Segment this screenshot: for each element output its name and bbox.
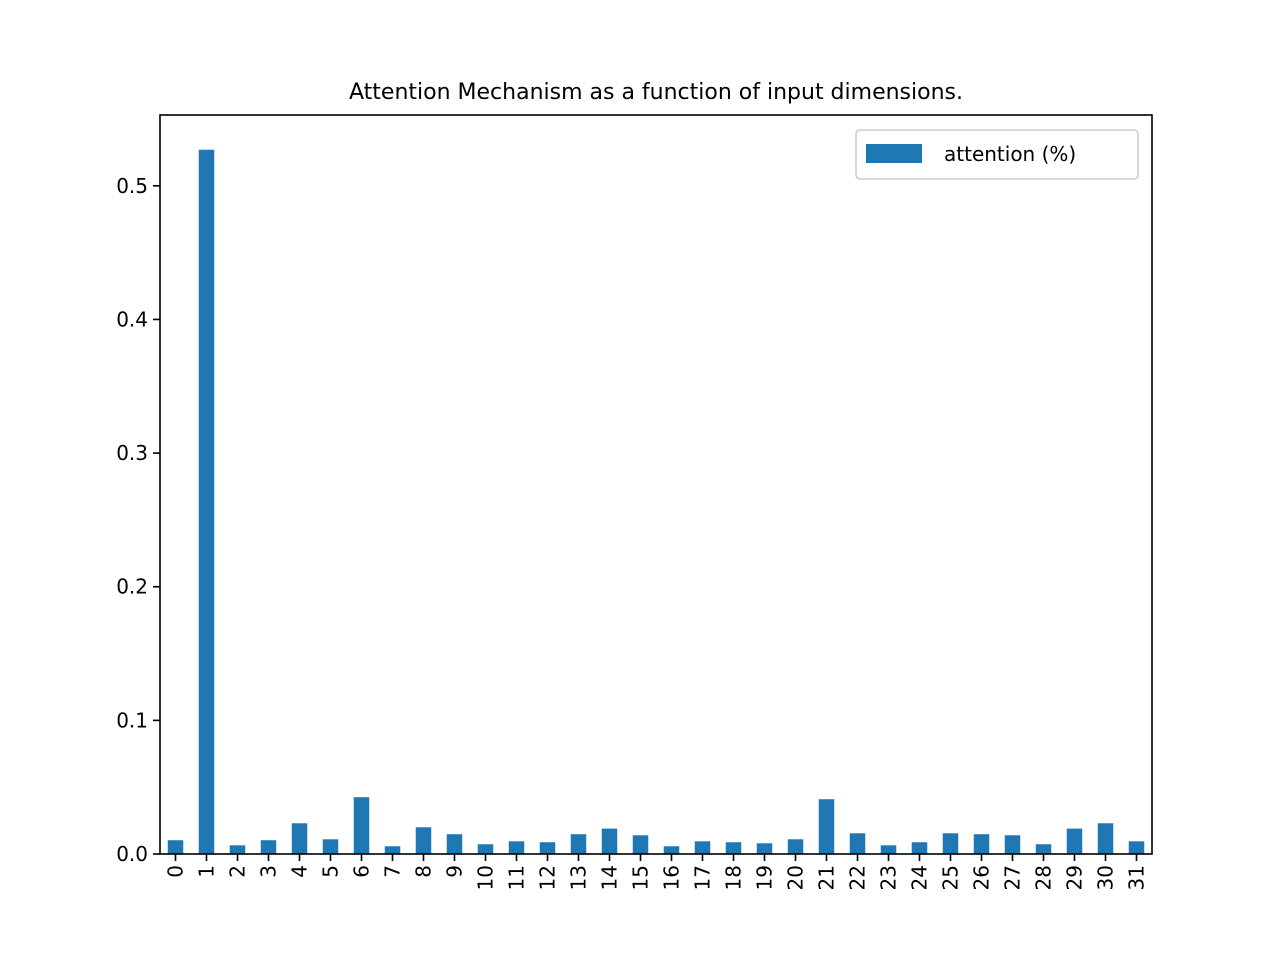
y-tick-label: 0.5 bbox=[116, 174, 148, 198]
x-tick-label: 30 bbox=[1094, 865, 1118, 890]
bar-0 bbox=[167, 840, 184, 854]
bar-19 bbox=[756, 843, 773, 854]
bar-24 bbox=[911, 842, 928, 854]
bar-8 bbox=[415, 827, 432, 854]
x-tick-label: 12 bbox=[536, 865, 560, 890]
bar-21 bbox=[818, 799, 835, 854]
x-tick-label: 3 bbox=[257, 865, 281, 878]
x-tick-label: 17 bbox=[691, 865, 715, 890]
bar-18 bbox=[725, 842, 742, 854]
y-axis: 0.0 0.1 0.2 0.3 0.4 0.5 bbox=[116, 174, 160, 866]
bar-10 bbox=[477, 844, 494, 854]
bar-23 bbox=[880, 845, 897, 854]
x-tick-label: 11 bbox=[505, 865, 529, 890]
bar-14 bbox=[601, 828, 618, 854]
bar-1 bbox=[198, 149, 215, 855]
bar-29 bbox=[1066, 828, 1083, 854]
x-tick-label: 18 bbox=[722, 865, 746, 890]
x-tick-label: 15 bbox=[629, 865, 653, 890]
x-tick-label: 2 bbox=[226, 865, 250, 878]
x-tick-label: 19 bbox=[753, 865, 777, 890]
bar-12 bbox=[539, 842, 556, 854]
legend-label: attention (%) bbox=[944, 142, 1076, 166]
x-tick-label: 14 bbox=[598, 865, 622, 890]
bar-5 bbox=[322, 839, 339, 854]
bar-2 bbox=[229, 845, 246, 854]
plot-frame bbox=[159, 114, 1153, 855]
x-tick-label: 5 bbox=[319, 865, 343, 878]
y-tick-label: 0.3 bbox=[116, 441, 148, 465]
x-tick-label: 29 bbox=[1063, 865, 1087, 890]
bar-30 bbox=[1097, 823, 1114, 854]
y-tick-label: 0.4 bbox=[116, 307, 148, 331]
bar-16 bbox=[663, 846, 680, 854]
legend: attention (%) bbox=[855, 129, 1139, 180]
bar-25 bbox=[942, 833, 959, 854]
bar-26 bbox=[973, 834, 990, 854]
x-tick-label: 27 bbox=[1001, 865, 1025, 890]
chart-title: Attention Mechanism as a function of inp… bbox=[349, 80, 963, 105]
bar-7 bbox=[384, 846, 401, 854]
bar-17 bbox=[694, 841, 711, 854]
y-tick-label: 0.2 bbox=[116, 575, 148, 599]
x-tick-label: 31 bbox=[1125, 865, 1149, 890]
y-tick-label: 0.1 bbox=[116, 708, 148, 732]
x-axis: 0 1 2 3 4 5 6 7 8 9 10 11 12 13 14 15 16 17 18 19 20 21 22 23 24… bbox=[164, 854, 1149, 890]
x-tick-label: 10 bbox=[474, 865, 498, 890]
legend-swatch bbox=[866, 144, 922, 163]
x-tick-label: 4 bbox=[288, 865, 312, 878]
x-tick-label: 8 bbox=[412, 865, 436, 878]
x-tick-label: 23 bbox=[877, 865, 901, 890]
x-tick-label: 22 bbox=[846, 865, 870, 890]
x-tick-label: 1 bbox=[195, 865, 219, 878]
y-tick-label: 0.0 bbox=[116, 842, 148, 866]
x-tick-label: 16 bbox=[660, 865, 684, 890]
bar-31 bbox=[1128, 841, 1145, 854]
bar-28 bbox=[1035, 844, 1052, 854]
legend-box bbox=[855, 129, 1139, 180]
x-tick-label: 21 bbox=[815, 865, 839, 890]
x-tick-label: 20 bbox=[784, 865, 808, 890]
bar-13 bbox=[570, 834, 587, 854]
bar-15 bbox=[632, 835, 649, 854]
bar-11 bbox=[508, 841, 525, 854]
x-tick-label: 28 bbox=[1032, 865, 1056, 890]
bar-6 bbox=[353, 797, 370, 854]
bar-22 bbox=[849, 833, 866, 854]
x-tick-label: 13 bbox=[567, 865, 591, 890]
bar-27 bbox=[1004, 835, 1021, 854]
x-tick-label: 24 bbox=[908, 865, 932, 890]
x-tick-label: 0 bbox=[164, 865, 188, 878]
x-tick-label: 6 bbox=[350, 865, 374, 878]
x-tick-label: 7 bbox=[381, 865, 405, 878]
bar-9 bbox=[446, 834, 463, 854]
x-tick-label: 26 bbox=[970, 865, 994, 890]
x-tick-label: 25 bbox=[939, 865, 963, 890]
x-tick-label: 9 bbox=[443, 865, 467, 878]
bar-3 bbox=[260, 840, 277, 854]
bars-group bbox=[167, 149, 1145, 855]
bar-20 bbox=[787, 839, 804, 854]
bar-4 bbox=[291, 823, 308, 854]
